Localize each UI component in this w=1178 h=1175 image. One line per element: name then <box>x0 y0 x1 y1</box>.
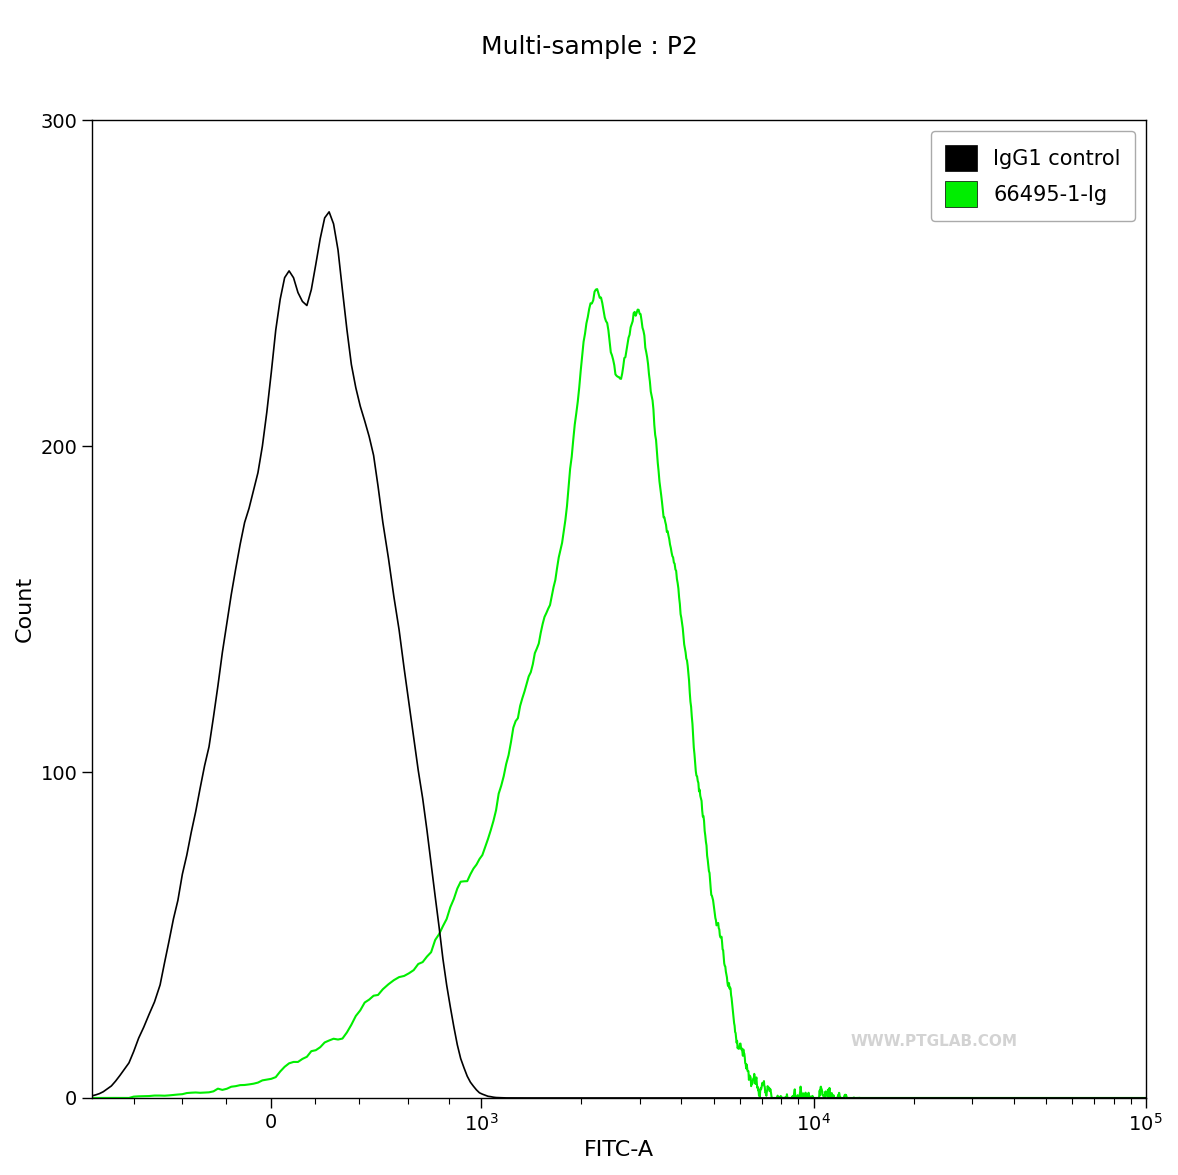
Legend: IgG1 control, 66495-1-Ig: IgG1 control, 66495-1-Ig <box>931 130 1136 221</box>
Y-axis label: Count: Count <box>15 576 35 643</box>
Text: WWW.PTGLAB.COM: WWW.PTGLAB.COM <box>851 1034 1018 1049</box>
X-axis label: FITC-A: FITC-A <box>584 1140 654 1160</box>
Text: Multi-sample : P2: Multi-sample : P2 <box>481 35 697 59</box>
